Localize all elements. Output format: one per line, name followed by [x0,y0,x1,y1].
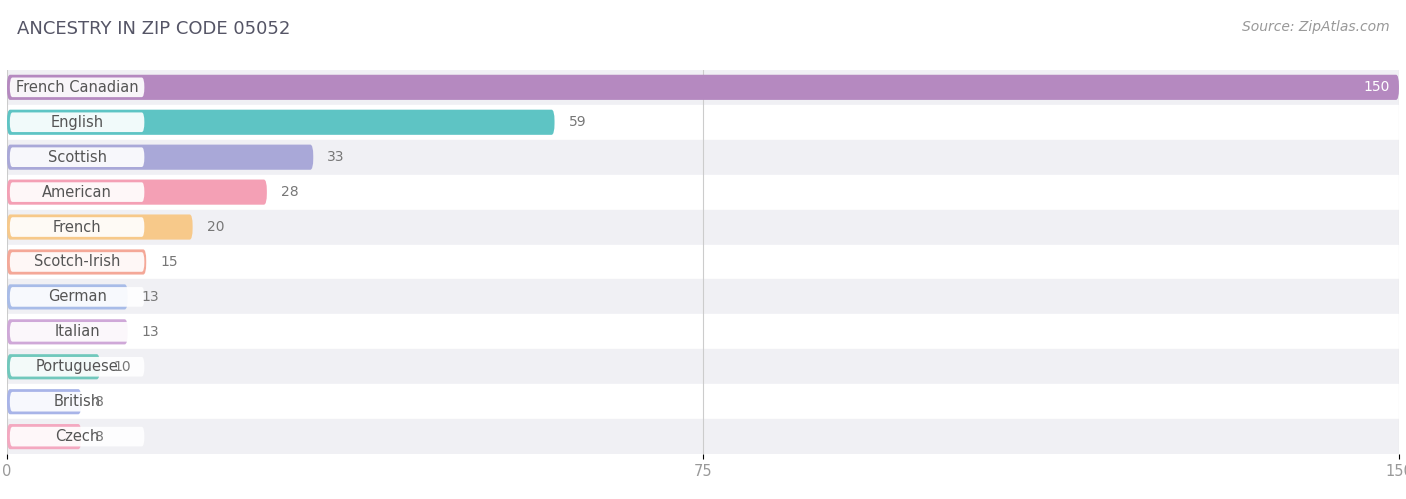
Text: 59: 59 [568,115,586,129]
FancyBboxPatch shape [10,77,145,97]
Text: Czech: Czech [55,429,100,444]
Text: 8: 8 [96,430,104,444]
Bar [7,140,1399,175]
Bar [7,349,1399,384]
Text: French Canadian: French Canadian [15,80,138,95]
FancyBboxPatch shape [10,252,145,272]
Text: German: German [48,289,107,304]
Text: 33: 33 [328,150,344,164]
Text: Scotch-Irish: Scotch-Irish [34,254,121,269]
Bar [7,175,1399,210]
FancyBboxPatch shape [7,180,267,205]
Bar [7,384,1399,419]
FancyBboxPatch shape [7,250,146,274]
FancyBboxPatch shape [10,147,145,167]
Text: Portuguese: Portuguese [35,359,118,374]
FancyBboxPatch shape [7,389,82,414]
Text: French: French [53,220,101,235]
FancyBboxPatch shape [7,110,554,135]
Text: American: American [42,185,112,200]
Text: Scottish: Scottish [48,150,107,165]
Bar [7,279,1399,314]
FancyBboxPatch shape [7,215,193,240]
Text: 28: 28 [281,185,298,199]
Text: 13: 13 [142,325,159,339]
Text: English: English [51,115,104,130]
Text: Source: ZipAtlas.com: Source: ZipAtlas.com [1241,20,1389,34]
FancyBboxPatch shape [10,217,145,237]
Bar [7,70,1399,105]
FancyBboxPatch shape [10,392,145,412]
Bar [7,314,1399,349]
Text: 10: 10 [114,360,131,374]
FancyBboxPatch shape [7,319,128,344]
FancyBboxPatch shape [7,145,314,170]
FancyBboxPatch shape [10,287,145,307]
Text: Italian: Italian [55,324,100,339]
Text: ANCESTRY IN ZIP CODE 05052: ANCESTRY IN ZIP CODE 05052 [17,20,290,38]
FancyBboxPatch shape [10,322,145,342]
Text: 13: 13 [142,290,159,304]
Bar [7,419,1399,454]
Text: 15: 15 [160,255,177,269]
FancyBboxPatch shape [10,182,145,202]
Text: 150: 150 [1364,80,1389,94]
FancyBboxPatch shape [10,112,145,132]
Text: 8: 8 [96,395,104,409]
Text: 20: 20 [207,220,224,234]
Bar [7,210,1399,245]
FancyBboxPatch shape [7,354,100,379]
FancyBboxPatch shape [7,284,128,309]
FancyBboxPatch shape [7,424,82,449]
Bar [7,245,1399,279]
FancyBboxPatch shape [10,427,145,447]
Text: British: British [53,394,101,409]
FancyBboxPatch shape [7,75,1399,100]
Bar [7,105,1399,140]
FancyBboxPatch shape [10,357,145,377]
